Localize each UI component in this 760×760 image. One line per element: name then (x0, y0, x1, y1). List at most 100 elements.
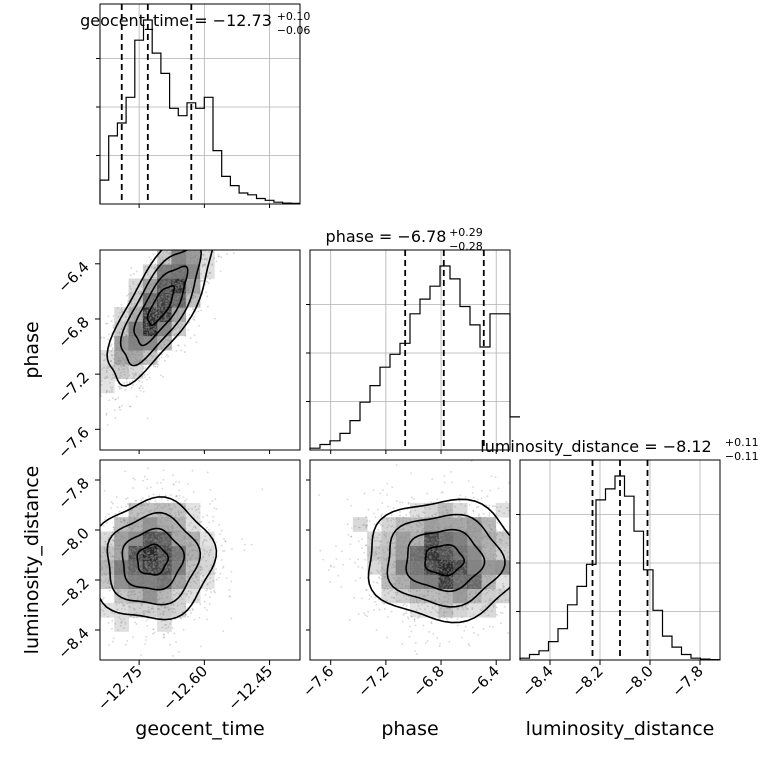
sample-point (125, 602, 128, 605)
sample-point (437, 526, 440, 529)
sample-point (172, 608, 175, 610)
sample-point (220, 559, 223, 561)
sample-point (146, 478, 149, 481)
sample-point (165, 300, 168, 303)
sample-point (156, 590, 159, 593)
sample-point (168, 307, 171, 310)
sample-point (138, 318, 141, 321)
sample-point (132, 368, 135, 371)
sample-point (165, 566, 168, 568)
sample-point (118, 530, 121, 533)
sample-point (145, 359, 148, 362)
sample-point (140, 505, 142, 508)
sample-point (149, 584, 152, 587)
sample-point (192, 296, 194, 299)
sample-point (147, 584, 150, 587)
sample-point (150, 607, 153, 610)
sample-point (178, 513, 180, 516)
sample-point (179, 553, 182, 556)
sample-point (180, 511, 183, 514)
sample-point (147, 610, 150, 613)
sample-point (140, 325, 143, 328)
sample-point (169, 294, 171, 297)
sample-point (184, 613, 187, 616)
sample-point (341, 550, 343, 553)
sample-point (127, 336, 130, 338)
sample-point (126, 568, 129, 571)
sample-point (417, 542, 420, 545)
sample-point (150, 577, 153, 579)
sample-point (158, 270, 161, 273)
sample-point (122, 343, 125, 346)
density-cell (157, 602, 172, 618)
sample-point (165, 583, 168, 586)
sample-point (151, 554, 154, 557)
sample-point (403, 578, 406, 581)
sample-point (187, 553, 189, 556)
sample-point (191, 256, 194, 259)
sample-point (163, 293, 166, 296)
sample-point (171, 514, 173, 517)
sample-point (132, 601, 134, 604)
sample-point (141, 332, 144, 335)
sample-point (181, 611, 184, 614)
sample-point (118, 385, 120, 388)
sample-point (167, 516, 170, 518)
sample-point (136, 325, 138, 328)
sample-point (152, 296, 155, 299)
sample-point (107, 365, 109, 368)
sample-point (164, 266, 167, 269)
sample-point (168, 258, 170, 261)
sample-point (100, 384, 103, 386)
sample-point (167, 595, 169, 598)
sample-point (113, 548, 116, 551)
density-cell (114, 364, 129, 379)
sample-point (165, 596, 168, 599)
density-cell (200, 545, 215, 561)
sample-point (175, 293, 178, 296)
sample-point (140, 578, 143, 580)
sample-point (148, 314, 151, 317)
sample-point (155, 525, 158, 528)
sample-point (163, 282, 165, 285)
sample-point (142, 611, 144, 613)
sample-point (186, 575, 189, 578)
sample-point (119, 538, 121, 541)
sample-point (117, 559, 120, 562)
sample-point (190, 257, 193, 260)
sample-point (171, 530, 173, 533)
sample-point (143, 523, 146, 526)
sample-point (149, 555, 151, 558)
sample-point (194, 233, 196, 235)
sample-point (118, 577, 121, 580)
sample-point (196, 293, 199, 295)
sample-point (111, 555, 114, 558)
sample-point (158, 358, 161, 360)
sample-point (163, 581, 166, 584)
sample-point (158, 561, 161, 564)
sample-point (158, 581, 161, 584)
sample-point (154, 263, 157, 265)
sample-point (161, 521, 164, 524)
sample-point (172, 548, 175, 551)
density-cell (381, 545, 397, 561)
sample-point (145, 574, 147, 577)
sample-point (515, 586, 517, 588)
sample-point (193, 244, 195, 246)
sample-point (153, 510, 156, 513)
sample-point (178, 560, 181, 563)
sample-point (157, 310, 160, 313)
sample-point (191, 549, 194, 552)
sample-point (159, 552, 162, 555)
sample-point (142, 528, 145, 531)
sample-point (101, 353, 104, 356)
sample-point (145, 558, 148, 561)
sample-point (148, 501, 150, 504)
sample-point (128, 343, 131, 346)
sample-point (174, 298, 177, 301)
sample-point (111, 397, 114, 400)
density-cell (438, 560, 454, 575)
sample-point (204, 258, 206, 261)
sample-point (157, 525, 160, 528)
sample-point (173, 261, 176, 264)
